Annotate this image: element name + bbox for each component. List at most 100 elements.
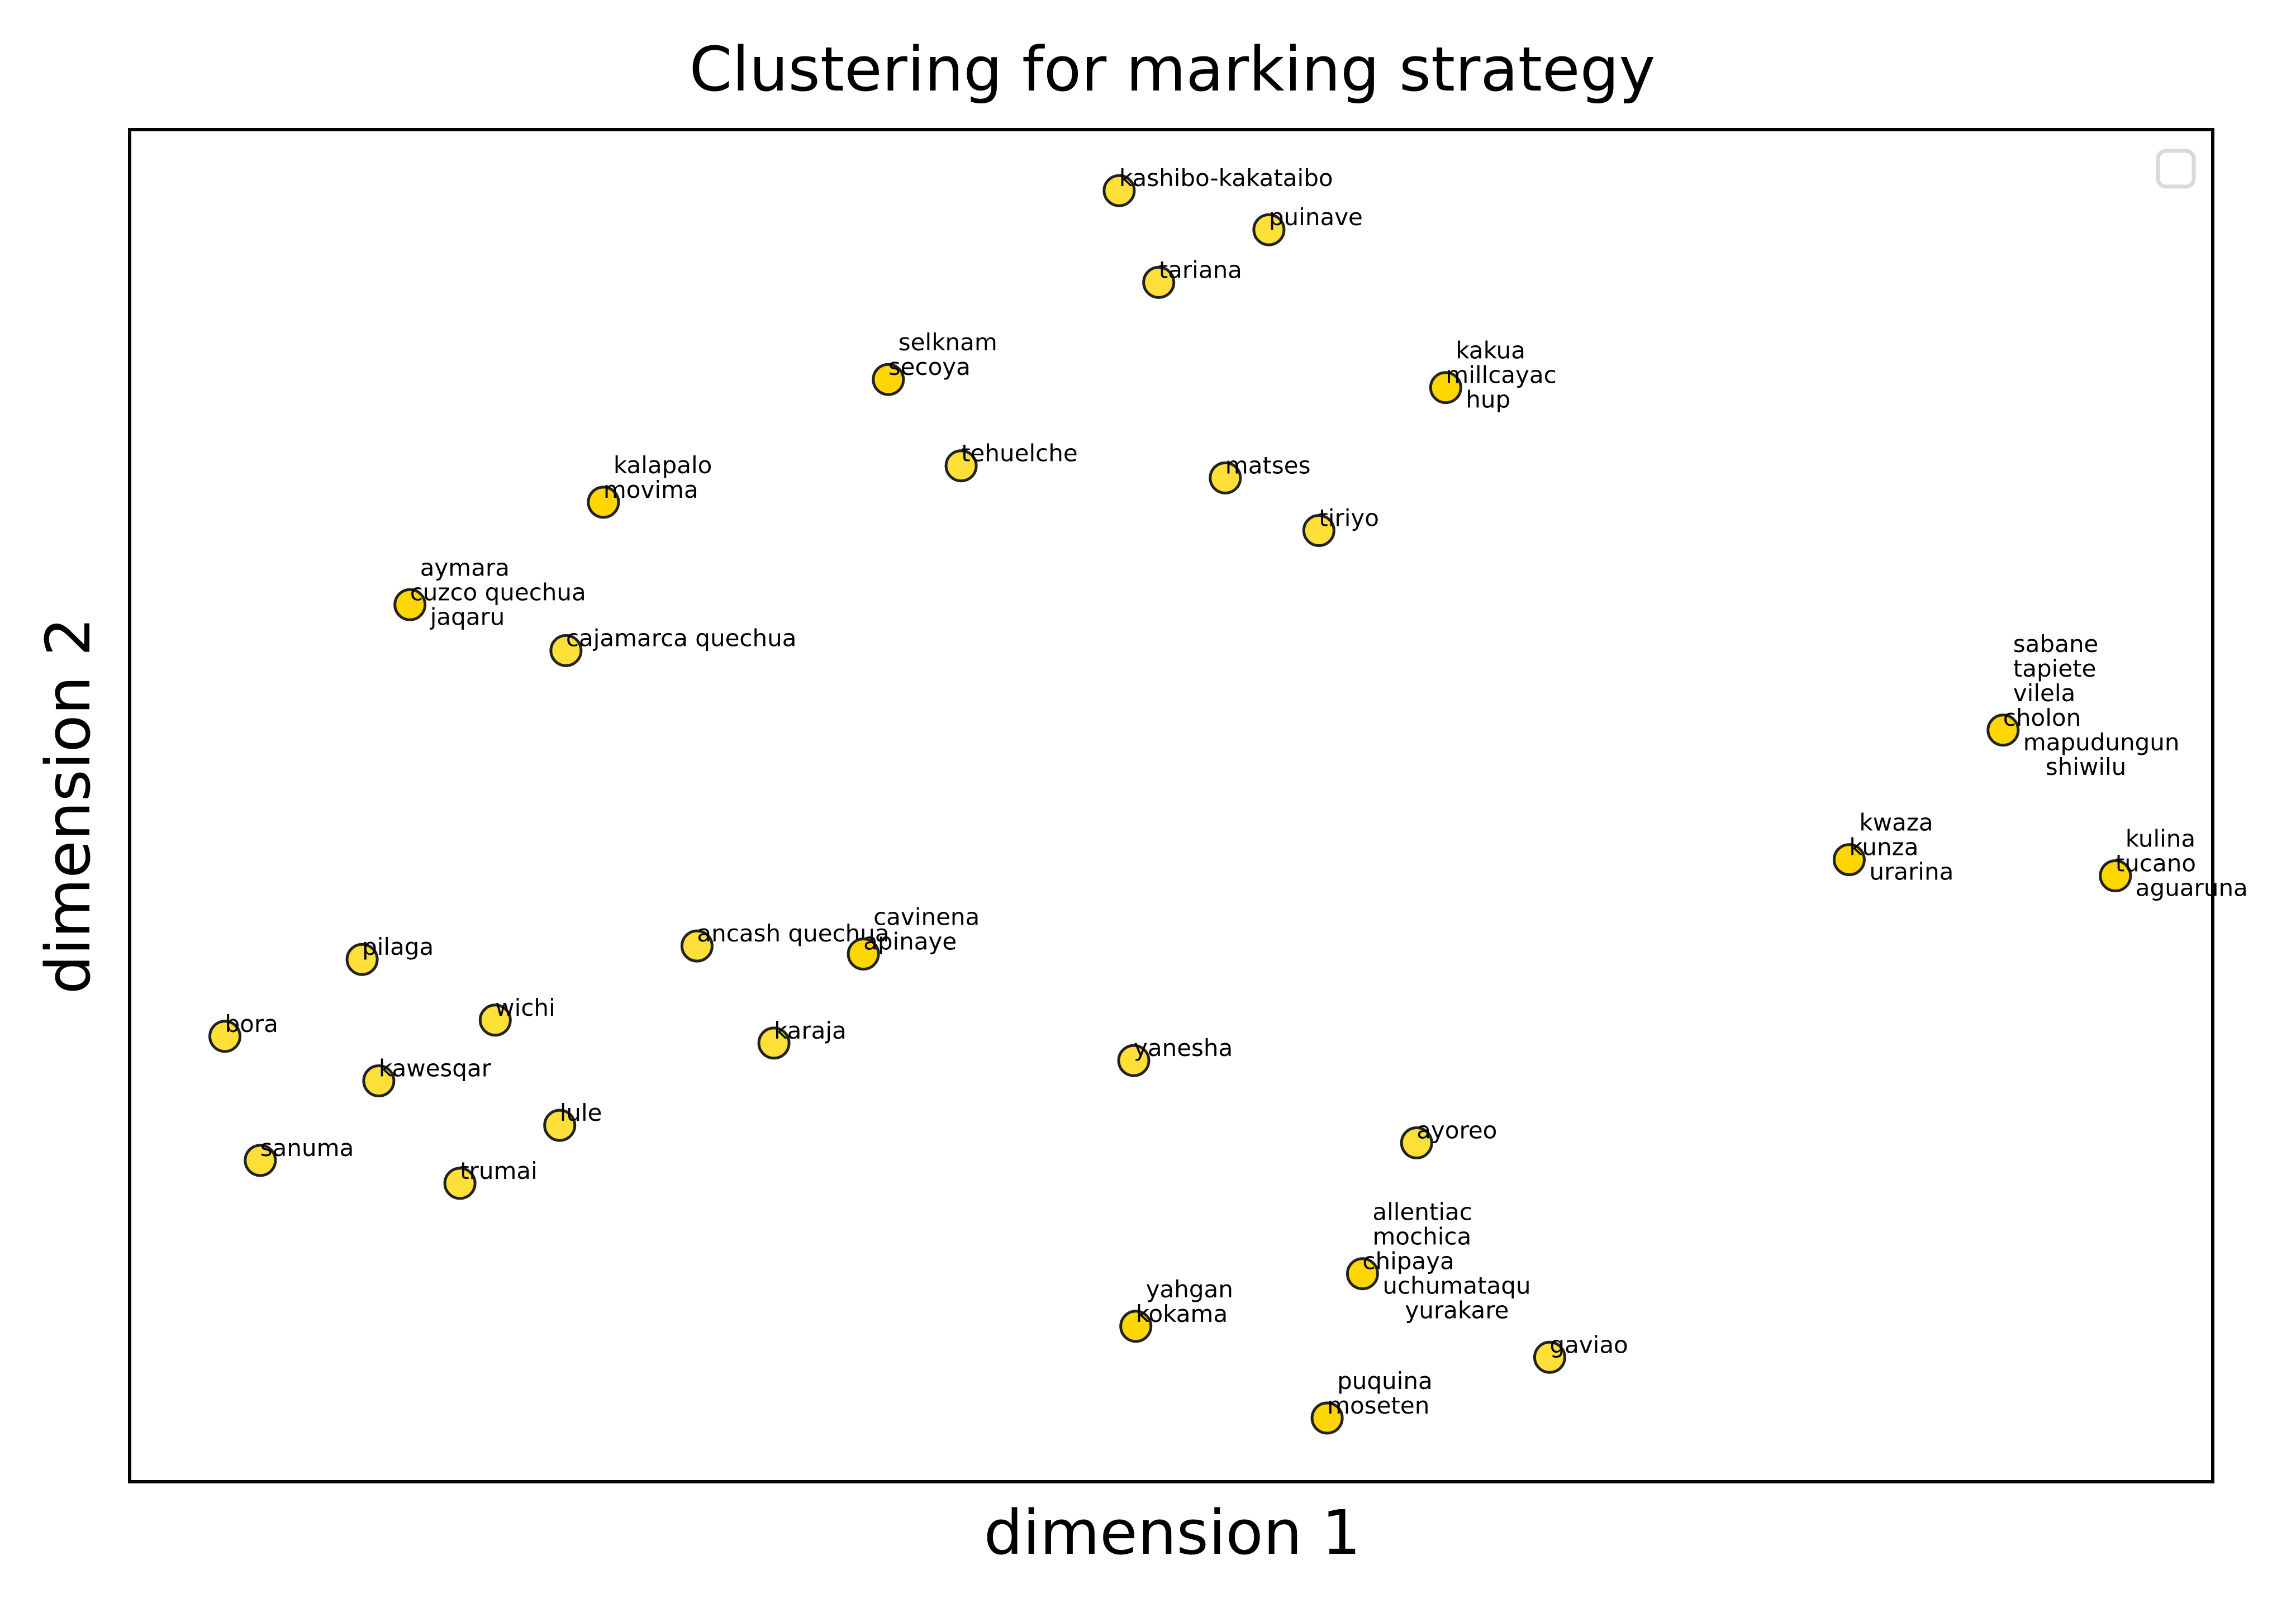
point-label: mochica (1372, 1223, 1471, 1250)
chart-title: Clustering for marking strategy (689, 34, 1655, 105)
point-label: matses (1225, 451, 1311, 479)
point-label: kalapalo (614, 451, 712, 479)
scatter-point-group: bora (208, 1010, 278, 1053)
point-label: kunza (1849, 834, 1918, 861)
scatter-point (1102, 174, 1136, 207)
scatter-point-group: karaja (757, 1017, 847, 1060)
point-label: moseten (1327, 1392, 1429, 1419)
scatter-point (345, 943, 379, 976)
scatter-point (208, 1020, 241, 1053)
point-label: hup (1466, 386, 1510, 413)
scatter-point (847, 938, 880, 970)
point-label: tapiete (2013, 655, 2097, 682)
legend-box (2156, 149, 2196, 189)
scatter-point-group: yanesha (1117, 1034, 1233, 1077)
scatter-point (443, 1167, 477, 1200)
point-label: tiriyo (1319, 505, 1379, 532)
point-label: kokama (1136, 1300, 1228, 1328)
scatter-point-group: cajamarca quechua (549, 624, 797, 667)
point-label: cuzco quechua (410, 578, 586, 606)
scatter-point (944, 449, 978, 483)
scatter-point (1209, 461, 1242, 494)
point-label: secoya (888, 353, 971, 380)
scatter-point-group: kawesqar (362, 1055, 492, 1097)
plot-frame (128, 128, 2214, 1483)
y-axis-label: dimension 2 (32, 617, 104, 995)
point-label: kwaza (1859, 809, 1933, 836)
scatter-point (1310, 1401, 1344, 1435)
scatter-point (478, 1003, 512, 1037)
scatter-point-group: matses (1209, 451, 1311, 494)
scatter-point-group: lule (543, 1099, 602, 1142)
scatter-point (1346, 1257, 1379, 1291)
scatter-point-group: kashibo-kakataibo (1102, 164, 1333, 207)
point-label: sabane (2013, 630, 2098, 658)
scatter-point (1400, 1126, 1433, 1159)
point-label: pilaga (362, 933, 434, 960)
point-label: yahgan (1146, 1276, 1233, 1303)
point-label: mapudungun (2023, 729, 2180, 756)
point-label: cavinena (873, 903, 980, 931)
point-label: karaja (774, 1017, 847, 1044)
points-layer: kashibo-kakataibo puinave tariana selknamse… (208, 164, 2248, 1435)
scatter-point (757, 1026, 791, 1060)
scatter-point (1119, 1310, 1153, 1343)
scatter-point-group: wichi (478, 994, 555, 1037)
point-label: yanesha (1134, 1034, 1233, 1062)
scatter-point-group: ayoreo (1400, 1117, 1497, 1159)
point-label: chipaya (1362, 1248, 1454, 1275)
point-label: movima (603, 476, 698, 503)
scatter-point (587, 486, 620, 519)
point-label: aymara (420, 554, 510, 581)
point-label: uchumataqu (1382, 1272, 1530, 1300)
point-label: jaqaru (430, 603, 505, 630)
point-label: allentiac (1372, 1198, 1472, 1226)
point-label: vilela (2013, 679, 2075, 707)
scatter-point-group: pilaga (345, 933, 434, 976)
scatter-point-group: tariana (1142, 256, 1242, 299)
point-label: selknam (899, 329, 997, 356)
point-label: aguaruna (2136, 874, 2248, 902)
scatter-point-group: tiriyo (1302, 505, 1379, 547)
scatter-point (244, 1144, 277, 1177)
point-label: ayoreo (1416, 1117, 1497, 1144)
scatter-point-group: sanuma (244, 1134, 354, 1177)
point-label: kakua (1456, 337, 1525, 364)
point-label: millcayac (1446, 361, 1556, 389)
point-label: urarina (1869, 858, 1953, 886)
scatter-point (393, 588, 427, 621)
scatter-point (1986, 713, 2020, 747)
point-label: tucano (2116, 850, 2196, 877)
scatter-point (543, 1109, 577, 1142)
point-label: kawesqar (379, 1055, 492, 1082)
point-label: trumai (460, 1157, 538, 1184)
scatter-point (549, 634, 583, 667)
scatter-point (1142, 265, 1176, 299)
scatter-point (872, 363, 905, 396)
point-label: kashibo-kakataibo (1119, 164, 1333, 192)
scatter-point-group: gaviao (1533, 1331, 1628, 1374)
point-label: shiwilu (2046, 753, 2126, 781)
scatter-point-group: puinave (1252, 203, 1363, 246)
scatter-point-group: sabanetapietevilelacholonmapudungunshiwi… (1986, 630, 2180, 781)
x-axis-label: dimension 1 (984, 1497, 1361, 1568)
scatter-point (1117, 1044, 1151, 1077)
point-label: bora (225, 1010, 278, 1038)
scatter-point (680, 929, 714, 963)
scatter-point (1429, 371, 1462, 405)
point-label: lule (560, 1099, 602, 1126)
scatter-point-group: tehuelche (944, 440, 1078, 483)
scatter-point (1252, 213, 1286, 246)
point-label: apinaye (863, 928, 957, 955)
scatter-point (2099, 859, 2132, 892)
scatter-point-group: trumai (443, 1157, 538, 1200)
point-label: tariana (1159, 256, 1242, 283)
scatter-point (1302, 514, 1335, 547)
point-label: yurakare (1405, 1297, 1509, 1324)
